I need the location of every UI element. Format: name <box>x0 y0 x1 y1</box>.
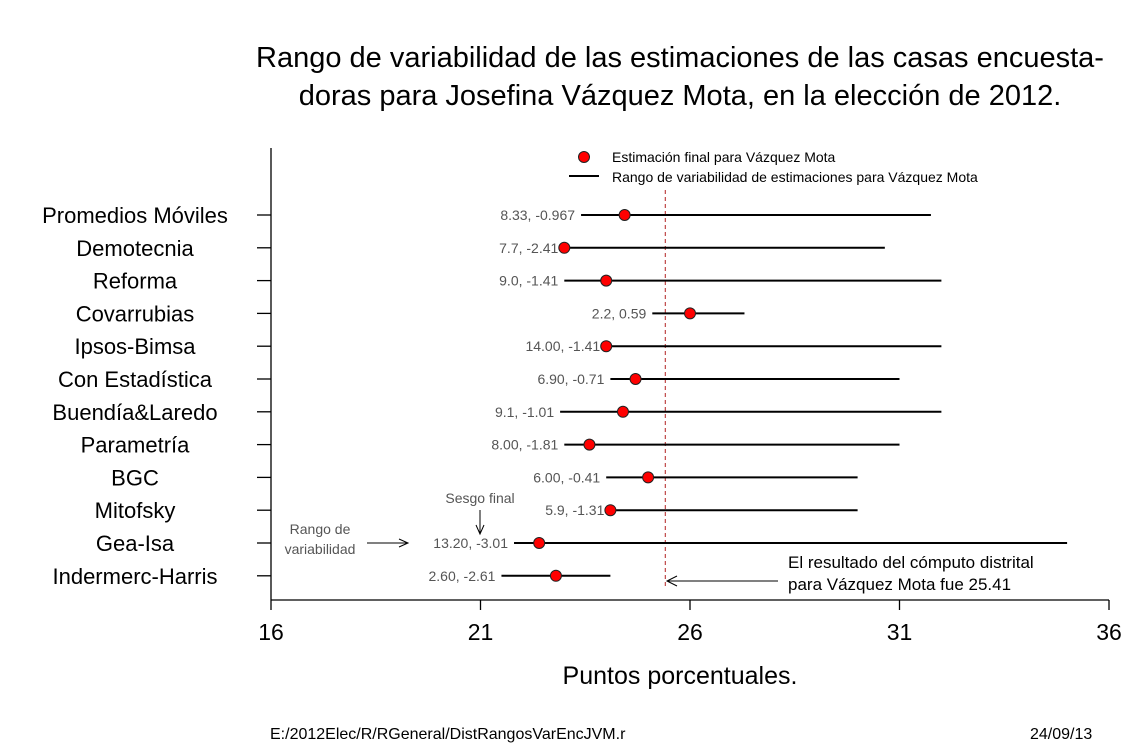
footer-date: 24/09/13 <box>1030 726 1093 743</box>
y-tick-label: BGC <box>111 465 159 490</box>
estimate-point <box>600 274 613 287</box>
estimate-point <box>684 307 696 320</box>
footer-path: E:/2012Elec/R/RGeneral/DistRangosVarEncJ… <box>270 726 626 743</box>
estimate-point <box>600 340 613 353</box>
estimate-point <box>642 471 655 484</box>
legend-line-label: Rango de variabilidad de estimaciones pa… <box>612 169 978 185</box>
y-tick-label: Indermerc-Harris <box>52 564 217 589</box>
data-label: 2.60, -2.61 <box>429 568 496 584</box>
estimate-point <box>549 569 562 582</box>
y-tick-label: Parametría <box>81 433 191 458</box>
data-label: 2.2, 0.59 <box>592 305 647 321</box>
result-annotation-line1: El resultado del cómputo distrital <box>788 553 1034 572</box>
data-label: 8.00, -1.81 <box>491 437 558 453</box>
data-label: 6.90, -0.71 <box>537 371 604 387</box>
range-annotation-line1: Rango de <box>290 521 351 537</box>
x-tick-label: 26 <box>677 619 703 645</box>
range-annotation-line2: variabilidad <box>285 541 356 557</box>
y-tick-label: Gea-Isa <box>96 531 175 556</box>
annotations: Rango de variabilidad Sesgo final El result… <box>285 490 1034 594</box>
estimate-point <box>558 241 571 254</box>
legend: Estimación final para Vázquez Mota Rango … <box>569 149 978 185</box>
result-annotation-line2: para Vázquez Mota fue 25.41 <box>788 575 1011 594</box>
bias-annotation: Sesgo final <box>445 490 514 506</box>
estimate-point <box>629 373 642 385</box>
data-label: 6.00, -0.41 <box>533 469 600 485</box>
series-group: Promedios Móviles 8.33, -0.967 Demotecnia 7… <box>42 203 1068 589</box>
estimate-point <box>616 405 629 418</box>
data-label: 8.33, -0.967 <box>500 207 575 223</box>
x-tick-label: 36 <box>1096 619 1122 645</box>
y-tick-label: Demotecnia <box>76 236 194 261</box>
range-annotation-arrowhead <box>398 538 410 548</box>
y-tick-label: Mitofsky <box>95 498 176 523</box>
legend-point-marker <box>578 151 590 163</box>
y-tick-label: Reforma <box>93 269 178 294</box>
axes: 16 21 26 31 36 Puntos porcentuales. <box>258 148 1122 690</box>
y-tick-label: Con Estadística <box>58 367 213 392</box>
estimate-point <box>533 537 546 549</box>
x-axis-title: Puntos porcentuales. <box>563 662 798 690</box>
estimate-point <box>583 438 596 451</box>
chart-title-line1: Rango de variabilidad de las estimacione… <box>256 42 1104 74</box>
data-label: 9.1, -1.01 <box>495 404 554 420</box>
data-label: 13.20, -3.01 <box>433 535 508 551</box>
estimate-point <box>604 504 617 517</box>
result-annotation-arrowhead <box>665 575 678 587</box>
chart-title-line2: doras para Josefina Vázquez Mota, en la … <box>298 80 1062 112</box>
estimate-point <box>618 209 631 221</box>
y-tick-label: Ipsos-Bimsa <box>74 334 196 359</box>
x-tick-label: 16 <box>258 619 284 645</box>
data-label: 9.0, -1.41 <box>499 273 558 289</box>
data-label: 14.00, -1.41 <box>525 338 600 354</box>
legend-point-label: Estimación final para Vázquez Mota <box>612 149 836 165</box>
x-tick-label: 31 <box>887 619 913 645</box>
x-tick-label: 21 <box>468 619 494 645</box>
y-tick-label: Promedios Móviles <box>42 203 228 228</box>
y-tick-label: Covarrubias <box>76 301 195 326</box>
data-label: 5.9, -1.31 <box>545 502 604 518</box>
data-label: 7.7, -2.41 <box>499 240 558 256</box>
y-tick-label: Buendía&Laredo <box>52 400 217 425</box>
bias-annotation-arrowhead <box>475 524 485 536</box>
